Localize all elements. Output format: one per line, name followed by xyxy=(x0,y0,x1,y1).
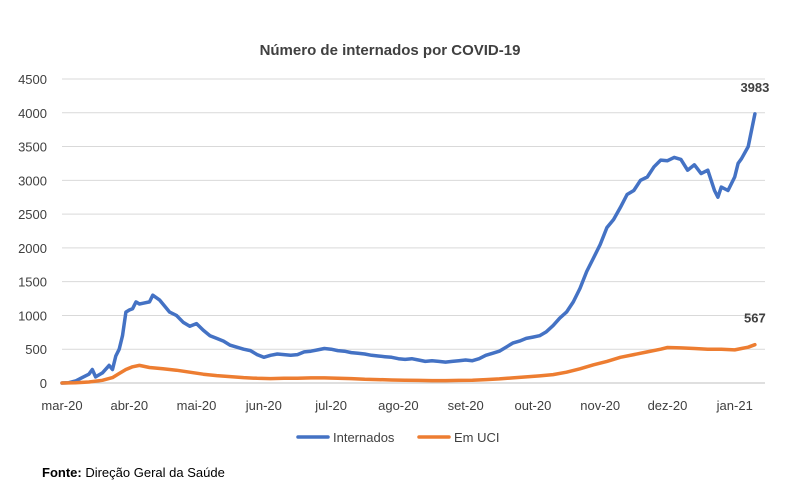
end-labels: 3983 567 xyxy=(740,80,769,326)
source-text: Direção Geral da Saúde xyxy=(81,465,225,480)
chart-title: Número de internados por COVID-19 xyxy=(260,42,521,59)
y-tick-label: 1000 xyxy=(18,308,47,323)
x-tick-label: dez-20 xyxy=(648,398,688,413)
x-tick-label: out-20 xyxy=(514,398,551,413)
x-tick-label: jul-20 xyxy=(314,398,347,413)
legend-label: Internados xyxy=(333,430,395,445)
series-line-em-uci xyxy=(60,342,757,385)
x-tick-label: jan-21 xyxy=(716,398,753,413)
y-tick-label: 3000 xyxy=(18,173,47,188)
source-note: Fonte: Direção Geral da Saúde xyxy=(42,465,225,480)
y-tick-label: 0 xyxy=(40,376,47,391)
source-label: Fonte: xyxy=(42,465,82,480)
end-value-label: 3983 xyxy=(740,80,769,95)
x-tick-label: mai-20 xyxy=(177,398,217,413)
y-tick-label: 2500 xyxy=(18,207,47,222)
legend-label: Em UCI xyxy=(454,430,500,445)
series-lines xyxy=(60,112,757,385)
y-tick-label: 2000 xyxy=(18,241,47,256)
x-tick-label: ago-20 xyxy=(378,398,418,413)
gridlines xyxy=(62,78,765,350)
series-line-internados xyxy=(60,112,757,385)
x-axis-ticks: mar-20 abr-20 mai-20 jun-20 jul-20 ago-20 set-… xyxy=(41,398,752,413)
legend: Internados Em UCI xyxy=(296,430,500,445)
y-tick-label: 4000 xyxy=(18,106,47,121)
y-tick-label: 4500 xyxy=(18,72,47,87)
y-tick-label: 1500 xyxy=(18,275,47,290)
y-axis-ticks: 0 500 1000 1500 2000 2500 3000 3500 4000 4500 xyxy=(18,72,47,391)
x-tick-label: nov-20 xyxy=(580,398,620,413)
y-tick-label: 3500 xyxy=(18,140,47,155)
y-tick-label: 500 xyxy=(25,342,47,357)
x-tick-label: set-20 xyxy=(448,398,484,413)
x-tick-label: jun-20 xyxy=(245,398,282,413)
x-tick-label: mar-20 xyxy=(41,398,82,413)
x-tick-label: abr-20 xyxy=(110,398,148,413)
end-value-label: 567 xyxy=(744,311,766,326)
